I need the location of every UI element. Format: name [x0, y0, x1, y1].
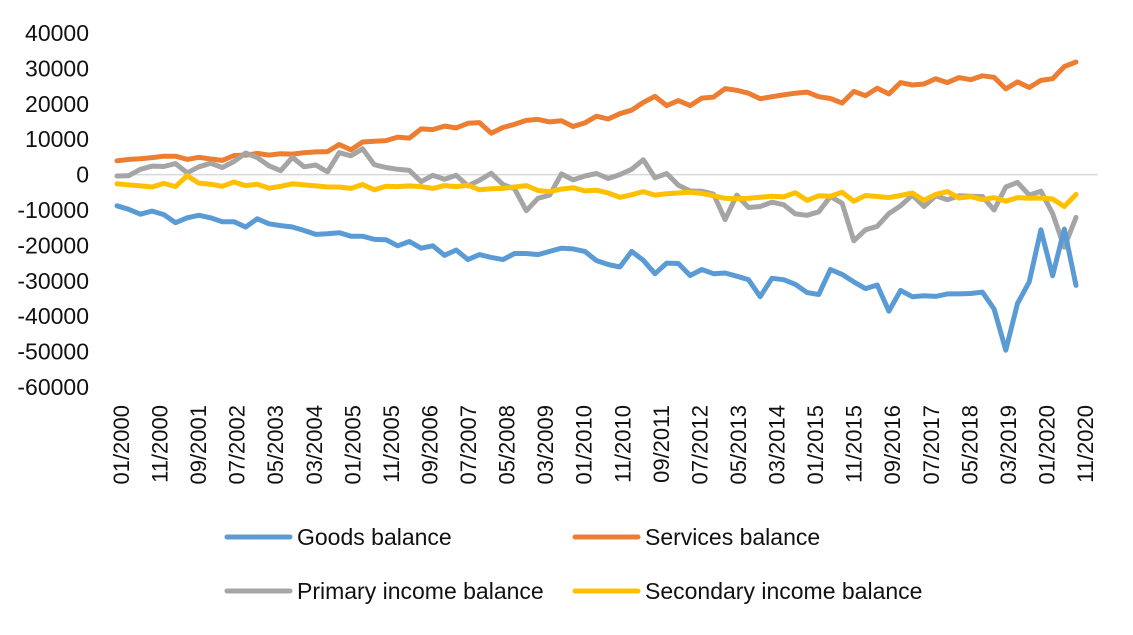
- series-lines: [114, 59, 1079, 353]
- x-tick-label: 07/2012: [687, 405, 712, 485]
- x-tick-label: 03/2014: [765, 405, 790, 485]
- x-tick-label: 11/2010: [610, 405, 635, 483]
- y-tick-label: 20000: [25, 91, 89, 117]
- x-tick-label: 05/2003: [263, 405, 288, 485]
- series-line-primary-income-balance: [114, 146, 1079, 250]
- x-tick-label: 09/2001: [186, 405, 211, 485]
- x-tick-label: 11/2015: [842, 405, 867, 483]
- x-tick-label: 05/2018: [957, 405, 982, 485]
- y-tick-label: -60000: [17, 374, 89, 400]
- legend: Goods balance Services balance Primary inc…: [224, 524, 922, 604]
- series-line-secondary-income-balance: [114, 173, 1079, 209]
- x-tick-label: 09/2006: [418, 405, 443, 485]
- legend-label-services-balance: Services balance: [645, 524, 820, 550]
- y-axis-ticks: 40000 30000 20000 10000 0 -10000 -20000 -30000 -…: [17, 20, 89, 400]
- x-tick-label: 01/2005: [340, 405, 365, 485]
- x-tick-label: 01/2020: [1034, 405, 1059, 485]
- legend-label-primary-income-balance: Primary income balance: [297, 578, 544, 604]
- x-tick-label: 05/2013: [726, 405, 751, 485]
- y-tick-label: -20000: [17, 232, 89, 258]
- x-tick-label: 07/2007: [456, 405, 481, 485]
- y-tick-label: -30000: [17, 268, 89, 294]
- x-axis-ticks: 01/2000 11/2000 09/2001 07/2002 05/2003 03/20…: [109, 405, 1098, 485]
- x-tick-label: 01/2010: [572, 405, 597, 485]
- series-line-goods-balance: [114, 203, 1079, 353]
- series-line-services-balance: [114, 59, 1079, 164]
- x-tick-label: 09/2011: [649, 405, 674, 483]
- x-tick-label: 07/2002: [225, 405, 250, 485]
- x-tick-label: 05/2008: [495, 405, 520, 485]
- legend-label-goods-balance: Goods balance: [297, 524, 452, 550]
- x-tick-label: 01/2015: [803, 405, 828, 485]
- x-tick-label: 11/2000: [148, 405, 173, 483]
- y-tick-label: 40000: [25, 20, 89, 46]
- x-tick-label: 03/2019: [996, 405, 1021, 485]
- y-tick-label: -40000: [17, 303, 89, 329]
- y-tick-label: 30000: [25, 55, 89, 81]
- x-tick-label: 11/2020: [1073, 405, 1098, 483]
- y-tick-label: -50000: [17, 339, 89, 365]
- x-tick-label: 07/2017: [919, 405, 944, 485]
- y-tick-label: 10000: [25, 126, 89, 152]
- legend-label-secondary-income-balance: Secondary income balance: [645, 578, 922, 604]
- x-tick-label: 11/2005: [379, 405, 404, 483]
- y-tick-label: 0: [76, 162, 89, 188]
- x-tick-label: 01/2000: [109, 405, 134, 485]
- x-tick-label: 03/2009: [533, 405, 558, 485]
- x-tick-label: 09/2016: [880, 405, 905, 485]
- y-tick-label: -10000: [17, 197, 89, 223]
- x-tick-label: 03/2004: [302, 405, 327, 485]
